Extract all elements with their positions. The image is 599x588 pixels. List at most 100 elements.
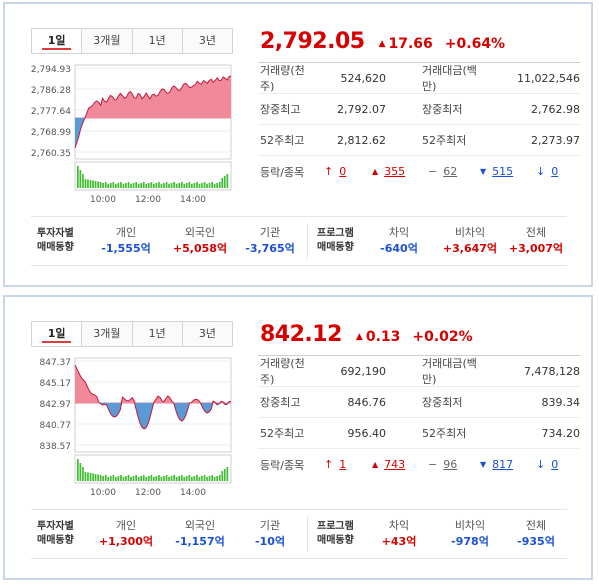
tab-3month[interactable]: 3개월 [82,322,133,346]
upper-limit-count[interactable]: ↑ 1 [324,458,347,471]
low-value: 839.34 [541,395,581,409]
y-tick: 2,794.93 [31,65,71,75]
y-tick: 838.57 [40,442,72,452]
tab-1day[interactable]: 1일 [32,322,83,346]
intraday-chart: 2,794.93 2,786.28 2,777.64 2,768.99 2,76… [31,64,232,205]
up-arrow-icon: ↑ [324,458,334,471]
x-tick: 12:00 [135,195,161,205]
up-triangle-icon: ▲ [372,460,379,469]
w52-low-value: 2,273.97 [531,133,580,147]
index-change: ▲ 0.13 [355,329,401,345]
down-triangle-icon: ▼ [480,460,487,469]
investor-foreign: 외국인 +5,058억 [172,226,228,255]
tab-3month[interactable]: 3개월 [82,29,133,53]
updown-label: 등락/종목 [260,165,305,179]
volume-value: 692,190 [340,364,387,378]
index-change: ▲ 17.66 [378,36,433,52]
upper-limit-count[interactable]: ↑ 0 [324,165,347,178]
y-tick: 2,777.64 [31,107,71,117]
intraday-chart: 847.37 845.17 842.97 840.77 838.57 10:00… [40,357,232,498]
program-non-arbitrage: 비차익 -978억 [451,519,489,548]
index-price: 2,792.05 [260,29,365,54]
w52-high-value: 956.40 [347,426,387,440]
flat-count[interactable]: −62 [428,165,458,178]
w52-low-label: 52주최저 [422,134,467,147]
index-change-pct: +0.02% [412,329,473,345]
investor-trend-label: 투자자별 매매동향 [37,228,74,253]
updown-label: 등락/종목 [260,458,305,472]
x-tick: 10:00 [90,488,116,498]
volume-label: 거래량(천주) [260,357,305,386]
program-trend-label: 프로그램 매매동향 [317,521,354,546]
investor-institution: 기관 -3,765억 [245,226,295,255]
program-total: 전체 +3,007억 [508,226,564,255]
y-tick: 2,786.28 [31,86,71,96]
high-label: 장중최고 [260,103,301,116]
index-panel-kospi: 1일 3개월 1년 3년 2,794.93 2,786.28 2,777.64 … [3,2,593,287]
trading-trends: 투자자별 매매동향 개인 +1,300억 외국인 -1,157억 기관 -10억… [31,509,567,559]
dash-icon: − [428,458,438,471]
down-arrow-icon: ↓ [536,165,546,178]
period-tabs: 1일 3개월 1년 3년 [31,28,233,54]
y-tick: 840.77 [40,421,72,431]
divider [307,516,308,552]
program-total: 전체 -935억 [517,519,555,548]
up-count[interactable]: ▲ 743 [372,458,406,471]
stats-table: 거래량(천주) 692,190 거래대금(백만) 7,478,128 장중최고 … [258,355,580,480]
program-non-arbitrage: 비차익 +3,647억 [442,226,498,255]
w52-high-label: 52주최고 [260,134,305,147]
program-arbitrage: 차익 +43억 [381,519,417,548]
w52-low-label: 52주최저 [422,427,467,440]
period-tabs: 1일 3개월 1년 3년 [31,321,233,347]
up-triangle-icon: ▲ [372,167,379,176]
program-arbitrage: 차익 -640억 [380,226,418,255]
up-triangle-icon: ▲ [355,332,363,342]
low-label: 장중최저 [422,396,463,409]
x-tick: 12:00 [135,488,161,498]
down-triangle-icon: ▼ [480,167,487,176]
tab-3year[interactable]: 3년 [182,29,232,53]
stats-table: 거래량(천주) 524,620 거래대금(백만) 11,022,546 장중최고… [258,62,580,187]
x-tick: 14:00 [180,488,206,498]
price-header: 2,792.05 ▲ 17.66 +0.64% [260,29,505,59]
up-arrow-icon: ↑ [324,165,334,178]
high-value: 2,792.07 [337,102,386,116]
w52-high-label: 52주최고 [260,427,305,440]
trading-trends: 투자자별 매매동향 개인 -1,555억 외국인 +5,058억 기관 -3,7… [31,216,567,266]
investor-foreign: 외국인 -1,157억 [175,519,225,548]
flat-count[interactable]: −96 [428,458,458,471]
volume-label: 거래량(천주) [260,64,305,93]
y-tick: 2,760.35 [31,149,71,159]
lower-limit-count[interactable]: ↓ 0 [536,165,559,178]
amount-label: 거래대금(백만) [422,357,477,386]
tab-3year[interactable]: 3년 [182,322,232,346]
x-tick: 14:00 [180,195,206,205]
investor-individual: 개인 +1,300억 [98,519,154,548]
amount-value: 11,022,546 [517,71,580,85]
investor-individual: 개인 -1,555억 [101,226,151,255]
w52-low-value: 734.20 [541,426,581,440]
y-tick: 845.17 [40,379,72,389]
lower-limit-count[interactable]: ↓ 0 [536,458,559,471]
tab-1year[interactable]: 1년 [132,322,183,346]
w52-high-value: 2,812.62 [337,133,386,147]
down-count[interactable]: ▼ 515 [480,165,514,178]
up-count[interactable]: ▲ 355 [372,165,406,178]
amount-value: 7,478,128 [524,364,580,378]
high-label: 장중최고 [260,396,301,409]
dash-icon: − [428,165,438,178]
investor-trend-label: 투자자별 매매동향 [37,521,74,546]
down-arrow-icon: ↓ [536,458,546,471]
index-price: 842.12 [260,322,342,347]
down-count[interactable]: ▼ 817 [480,458,514,471]
tab-1day[interactable]: 1일 [32,29,83,53]
program-trend-label: 프로그램 매매동향 [317,228,354,253]
y-tick: 2,768.99 [31,128,71,138]
high-value: 846.76 [347,395,387,409]
y-tick: 842.97 [40,400,72,410]
index-panel-kosdaq: 1일 3개월 1년 3년 847.37 845.17 842.97 840.77… [3,295,593,580]
tab-1year[interactable]: 1년 [132,29,183,53]
index-change-pct: +0.64% [444,36,506,52]
y-tick: 847.37 [40,358,72,368]
price-header: 842.12 ▲ 0.13 +0.02% [260,322,473,352]
